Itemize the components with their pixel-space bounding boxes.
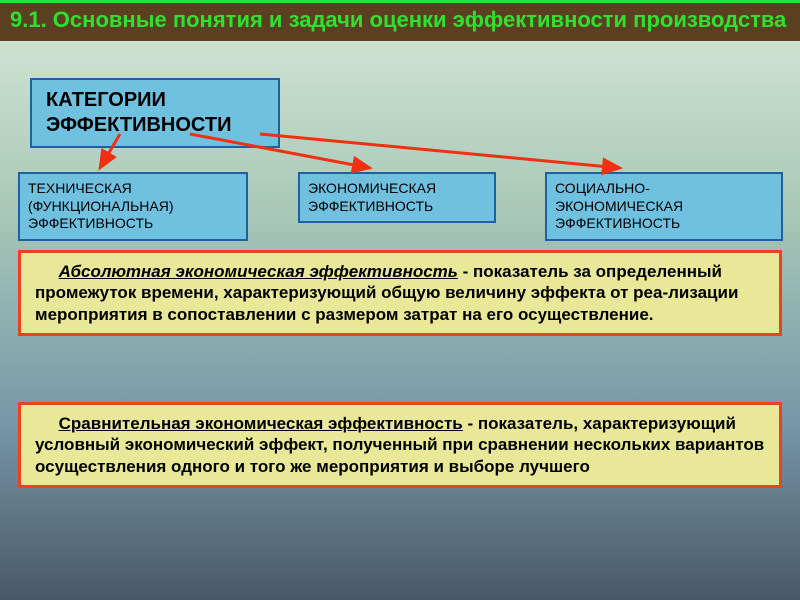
categories-label: КАТЕГОРИИ ЭФФЕКТИВНОСТИ (46, 89, 231, 136)
definition-comparative: Сравнительная экономическая эффективност… (18, 402, 782, 488)
slide-title: 9.1. Основные понятия и задачи оценки эф… (10, 7, 790, 33)
sub-box-label-l1: ЭКОНОМИЧЕСКАЯ (308, 180, 436, 196)
definition-absolute-lead: Абсолютная экономическая эффективность (59, 262, 458, 281)
definition-absolute: Абсолютная экономическая эффективность -… (18, 250, 782, 336)
categories-box: КАТЕГОРИИ ЭФФЕКТИВНОСТИ (30, 78, 280, 148)
sub-box-social: СОЦИАЛЬНО-ЭКОНОМИЧЕСКАЯ ЭФФЕКТИВНОСТЬ (545, 172, 783, 241)
sub-box-label-l2: ЭФФЕКТИВНОСТЬ (308, 198, 433, 214)
arrow-3 (260, 134, 620, 168)
slide-header: 9.1. Основные понятия и задачи оценки эф… (0, 0, 800, 41)
sub-box-economic: ЭКОНОМИЧЕСКАЯ ЭФФЕКТИВНОСТЬ (298, 172, 496, 223)
sub-box-label: ТЕХНИЧЕСКАЯ (ФУНКЦИОНАЛЬНАЯ) ЭФФЕКТИВНОС… (28, 180, 174, 231)
definition-comparative-lead: Сравнительная экономическая эффективност… (59, 414, 463, 433)
sub-box-technical: ТЕХНИЧЕСКАЯ (ФУНКЦИОНАЛЬНАЯ) ЭФФЕКТИВНОС… (18, 172, 248, 241)
sub-box-label: СОЦИАЛЬНО-ЭКОНОМИЧЕСКАЯ ЭФФЕКТИВНОСТЬ (555, 180, 683, 231)
